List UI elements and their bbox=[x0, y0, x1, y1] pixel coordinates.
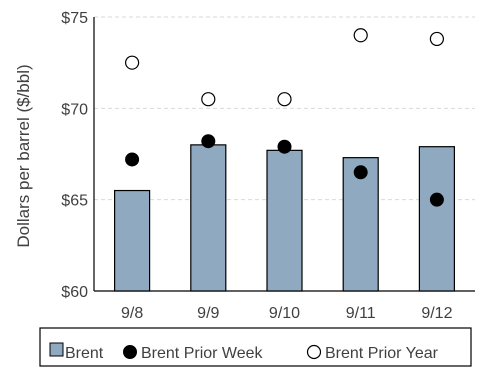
point-brent-prior-year bbox=[125, 55, 140, 70]
point-brent-prior-year bbox=[429, 31, 444, 47]
y-axis-label: Dollars per barrel ($/bbl) bbox=[14, 64, 33, 247]
point-brent-prior-week bbox=[429, 192, 444, 207]
legend-swatch-brent bbox=[49, 342, 64, 357]
point-brent-prior-year bbox=[277, 92, 292, 107]
legend-label-brent-prior-year: Brent Prior Year bbox=[325, 345, 439, 362]
x-tick-labels: 9/8 9/9 9/10 9/11 9/12 bbox=[121, 305, 453, 322]
point-brent-prior-year bbox=[201, 92, 216, 107]
legend-label-brent: Brent bbox=[65, 345, 104, 362]
legend-marker-brent-prior-year bbox=[306, 344, 322, 360]
legend-label-brent-prior-week: Brent Prior Week bbox=[141, 345, 264, 362]
point-brent-prior-week bbox=[353, 165, 368, 180]
x-tick-label: 9/9 bbox=[197, 305, 219, 322]
legend-marker-brent-prior-week bbox=[123, 345, 137, 359]
x-tick-label: 9/11 bbox=[346, 305, 376, 322]
point-brent-prior-year bbox=[353, 28, 368, 43]
y-tick-labels: $60 $65 $70 $75 bbox=[61, 10, 88, 301]
y-tick-label: $60 bbox=[61, 284, 88, 301]
bars-brent bbox=[113, 144, 455, 292]
x-tick-label: 9/8 bbox=[121, 305, 143, 322]
bar-brent bbox=[342, 157, 379, 292]
x-tick-label: 9/12 bbox=[421, 305, 452, 322]
point-brent-prior-week bbox=[125, 152, 140, 167]
bar-brent bbox=[418, 146, 455, 292]
bar-brent bbox=[266, 149, 303, 292]
x-tick-label: 9/10 bbox=[269, 305, 300, 322]
y-tick-label: $70 bbox=[61, 101, 88, 118]
y-tick-label: $75 bbox=[61, 10, 88, 27]
point-brent-prior-week bbox=[277, 139, 292, 154]
bar-brent bbox=[113, 189, 151, 292]
y-tick-label: $65 bbox=[61, 193, 88, 210]
legend-box bbox=[39, 327, 472, 367]
legend: Brent Brent Prior Week Brent Prior Year bbox=[39, 327, 472, 367]
points-brent-prior-year bbox=[125, 28, 444, 107]
point-brent-prior-week bbox=[201, 134, 216, 149]
points-brent-prior-week bbox=[125, 134, 444, 207]
bar-brent bbox=[190, 144, 227, 292]
